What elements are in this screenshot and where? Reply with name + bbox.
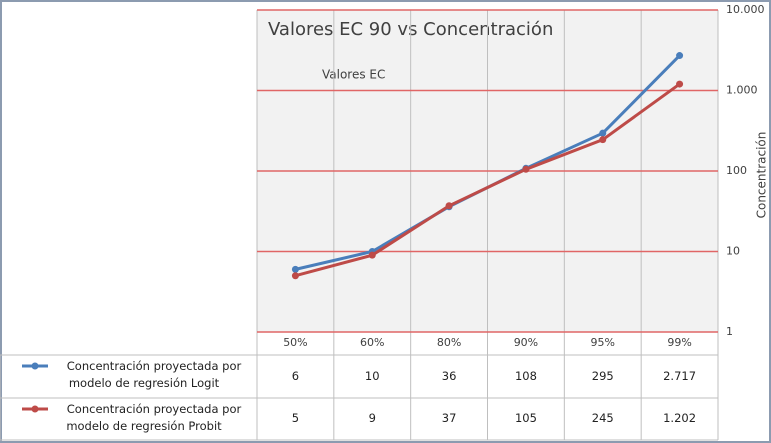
point: [291, 272, 299, 280]
table-value: 10: [364, 368, 380, 383]
x-axis-title: Valores EC: [322, 68, 385, 82]
point: [676, 80, 684, 88]
x-tick-label: 80%: [437, 336, 461, 349]
point: [599, 129, 607, 137]
y-tick-label: 1: [726, 325, 733, 338]
x-tick-label: 90%: [514, 336, 538, 349]
table-value: 108: [514, 368, 537, 383]
table-value: 5: [291, 411, 300, 425]
y-tick-label: 1.000: [726, 84, 758, 97]
table-value: 105: [514, 411, 537, 425]
table-value: 295: [591, 368, 614, 383]
table-value: 6: [291, 368, 300, 383]
legend-key-marker: [31, 362, 39, 370]
point: [445, 202, 453, 210]
point: [676, 52, 684, 60]
legend-key-marker: [31, 405, 39, 413]
y-tick-label: 10: [726, 245, 740, 258]
legend-label: Concentración proyectada por modelo de r…: [66, 402, 242, 433]
table-value: 1.202: [663, 411, 697, 425]
table-value: 245: [591, 411, 614, 425]
point: [522, 165, 530, 173]
point: [599, 136, 607, 144]
table-value: 37: [441, 411, 457, 425]
point: [291, 265, 299, 273]
table-value: 9: [368, 411, 376, 425]
table-value: 2.717: [663, 368, 697, 383]
table-value: 36: [441, 368, 457, 383]
series-line: [295, 82, 681, 278]
legend-label: Concentración proyectada por modelo de r…: [66, 359, 242, 390]
y-axis-title: Concentración: [755, 132, 769, 219]
x-tick-label: 99%: [667, 336, 691, 349]
x-tick-label: 60%: [360, 336, 384, 349]
y-tick-label: 100: [726, 164, 747, 177]
x-tick-label: 50%: [283, 336, 307, 349]
point: [368, 251, 376, 259]
x-tick-label: 95%: [591, 336, 615, 349]
y-tick-label: 10.000: [726, 3, 765, 16]
